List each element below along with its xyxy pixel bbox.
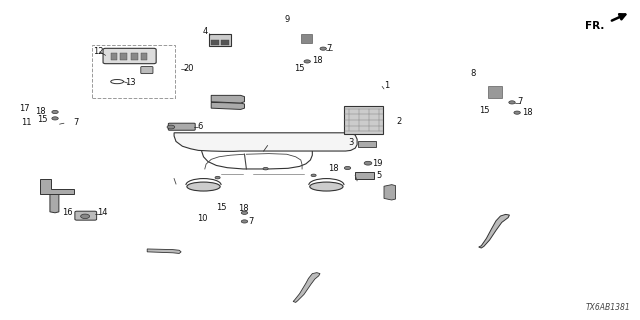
- Text: TX6AB1381: TX6AB1381: [586, 303, 630, 312]
- Text: 2: 2: [397, 117, 402, 126]
- Bar: [301, 34, 312, 43]
- Polygon shape: [211, 95, 244, 103]
- Text: 8: 8: [471, 69, 476, 78]
- Polygon shape: [50, 193, 59, 213]
- Bar: [355, 172, 374, 179]
- Text: 9: 9: [284, 15, 289, 24]
- Circle shape: [263, 167, 268, 170]
- Text: 15: 15: [38, 115, 48, 124]
- Text: 18: 18: [312, 56, 323, 65]
- Bar: [141, 53, 147, 60]
- Polygon shape: [147, 249, 181, 253]
- Text: 4: 4: [203, 27, 208, 36]
- Circle shape: [320, 47, 326, 50]
- Bar: [344, 106, 383, 134]
- Bar: [211, 40, 219, 45]
- Text: 11: 11: [22, 118, 32, 127]
- Polygon shape: [174, 133, 357, 151]
- Bar: [209, 34, 231, 46]
- Circle shape: [52, 110, 58, 114]
- Text: 12: 12: [93, 47, 103, 56]
- FancyBboxPatch shape: [75, 211, 97, 220]
- Text: 13: 13: [125, 78, 136, 87]
- Text: 17: 17: [19, 104, 30, 113]
- Text: 7: 7: [517, 97, 522, 106]
- Bar: [120, 53, 127, 60]
- Circle shape: [215, 176, 220, 179]
- Text: 6: 6: [197, 122, 202, 131]
- Polygon shape: [384, 185, 396, 200]
- Bar: [488, 86, 502, 98]
- Circle shape: [509, 101, 515, 104]
- Text: 18: 18: [35, 107, 46, 116]
- Text: 5: 5: [376, 171, 381, 180]
- Text: 18: 18: [522, 108, 532, 116]
- Circle shape: [52, 117, 58, 120]
- Text: 19: 19: [372, 159, 383, 168]
- Ellipse shape: [187, 182, 220, 191]
- Text: 18: 18: [238, 204, 249, 212]
- Text: 14: 14: [97, 208, 107, 217]
- Ellipse shape: [310, 182, 343, 191]
- Text: 1: 1: [384, 81, 389, 90]
- FancyBboxPatch shape: [168, 123, 195, 130]
- Polygon shape: [211, 102, 244, 109]
- Bar: [221, 40, 229, 45]
- Circle shape: [344, 166, 351, 170]
- Bar: [358, 141, 376, 147]
- Text: FR.: FR.: [585, 21, 604, 31]
- Polygon shape: [40, 179, 74, 194]
- Circle shape: [304, 60, 310, 63]
- Circle shape: [241, 220, 248, 223]
- Bar: [92, 45, 175, 98]
- Circle shape: [241, 211, 248, 214]
- Text: 3: 3: [348, 138, 353, 147]
- Text: 10: 10: [197, 214, 207, 223]
- Text: 15: 15: [479, 106, 489, 115]
- Text: 15: 15: [216, 203, 227, 212]
- Circle shape: [364, 161, 372, 165]
- FancyBboxPatch shape: [103, 48, 156, 64]
- Circle shape: [514, 111, 520, 114]
- Bar: [111, 53, 117, 60]
- Text: 15: 15: [294, 64, 305, 73]
- Polygon shape: [479, 214, 509, 248]
- Bar: [131, 53, 138, 60]
- Circle shape: [311, 174, 316, 177]
- Text: 18: 18: [328, 164, 339, 172]
- Text: 7: 7: [248, 217, 253, 226]
- Circle shape: [167, 125, 175, 129]
- Circle shape: [81, 214, 90, 219]
- Polygon shape: [293, 273, 320, 302]
- Text: 7: 7: [326, 44, 332, 52]
- Text: 7: 7: [74, 118, 79, 127]
- Text: 16: 16: [61, 208, 72, 217]
- Text: 20: 20: [183, 64, 193, 73]
- FancyBboxPatch shape: [141, 67, 153, 74]
